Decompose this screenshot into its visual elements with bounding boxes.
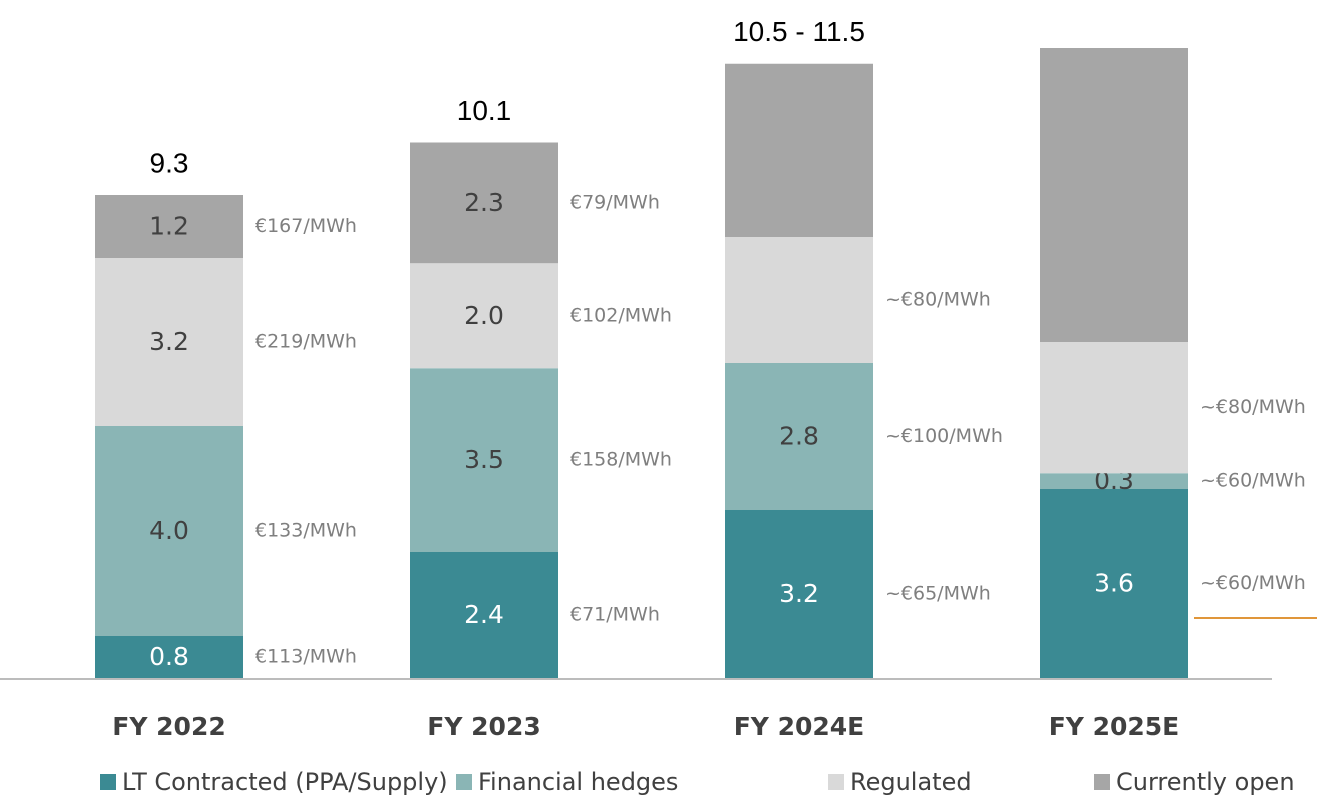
legend-label: Regulated — [850, 768, 972, 796]
price-label: €167/MWh — [255, 215, 357, 237]
price-label: €113/MWh — [255, 646, 357, 668]
bar-segment — [725, 363, 873, 510]
bar-segment — [410, 142, 558, 264]
segment-label: 4.0 — [149, 516, 189, 545]
legend-label: Financial hedges — [478, 768, 678, 796]
x-tick-label: FY 2023 — [427, 712, 540, 741]
bar-segment — [725, 63, 873, 237]
segment-label: 1.2 — [149, 212, 189, 241]
price-label: ~€100/MWh — [885, 425, 1003, 447]
segment-label: 3.6 — [1094, 569, 1134, 598]
bar-segment — [725, 510, 873, 678]
price-label: ~€80/MWh — [885, 289, 991, 311]
bar-segment — [725, 237, 873, 363]
legend-label: LT Contracted (PPA/Supply) — [122, 768, 448, 796]
price-label: €71/MWh — [570, 604, 660, 626]
bar-segment — [1040, 342, 1188, 474]
segment-label: 3.2 — [779, 579, 819, 608]
segment-label: 2.3 — [464, 188, 504, 217]
price-label: €158/MWh — [570, 449, 672, 471]
price-label: ~€60/MWh — [1200, 470, 1306, 492]
bar-segment — [1040, 489, 1188, 678]
legend-swatch — [456, 774, 472, 790]
segment-label: 2.0 — [464, 301, 504, 330]
price-label: €219/MWh — [255, 331, 357, 353]
segment-label: 0.8 — [149, 642, 189, 671]
bar-segment — [1040, 473, 1188, 489]
bar-segment — [95, 636, 243, 678]
x-tick-label: FY 2024E — [734, 712, 865, 741]
legend-swatch — [1094, 774, 1110, 790]
segment-label: 3.2 — [149, 327, 189, 356]
price-label: €133/MWh — [255, 520, 357, 542]
total-label: 10.1 — [457, 95, 512, 126]
price-label: ~€80/MWh — [1200, 396, 1306, 418]
price-label: ~€65/MWh — [885, 583, 991, 605]
legend-swatch — [828, 774, 844, 790]
bar-segment — [95, 426, 243, 636]
bar-segment — [410, 368, 558, 552]
bar-segment — [1040, 48, 1188, 342]
bar-segment — [410, 552, 558, 678]
segment-label: 2.8 — [779, 422, 819, 451]
segment-label: 2.4 — [464, 600, 504, 629]
total-label: 9.3 — [150, 147, 189, 178]
x-tick-label: FY 2022 — [112, 712, 225, 741]
price-label: ~€60/MWh — [1200, 572, 1306, 594]
bar-segment — [95, 258, 243, 426]
bar-segment — [410, 263, 558, 369]
bar-segment — [95, 195, 243, 258]
price-label: €79/MWh — [570, 191, 660, 213]
x-tick-label: FY 2025E — [1049, 712, 1180, 741]
legend-swatch — [100, 774, 116, 790]
total-label: 10.5 - 11.5 — [733, 16, 865, 47]
legend-label: Currently open — [1116, 768, 1295, 796]
price-label: €102/MWh — [570, 304, 672, 326]
segment-label: 3.5 — [464, 445, 504, 474]
